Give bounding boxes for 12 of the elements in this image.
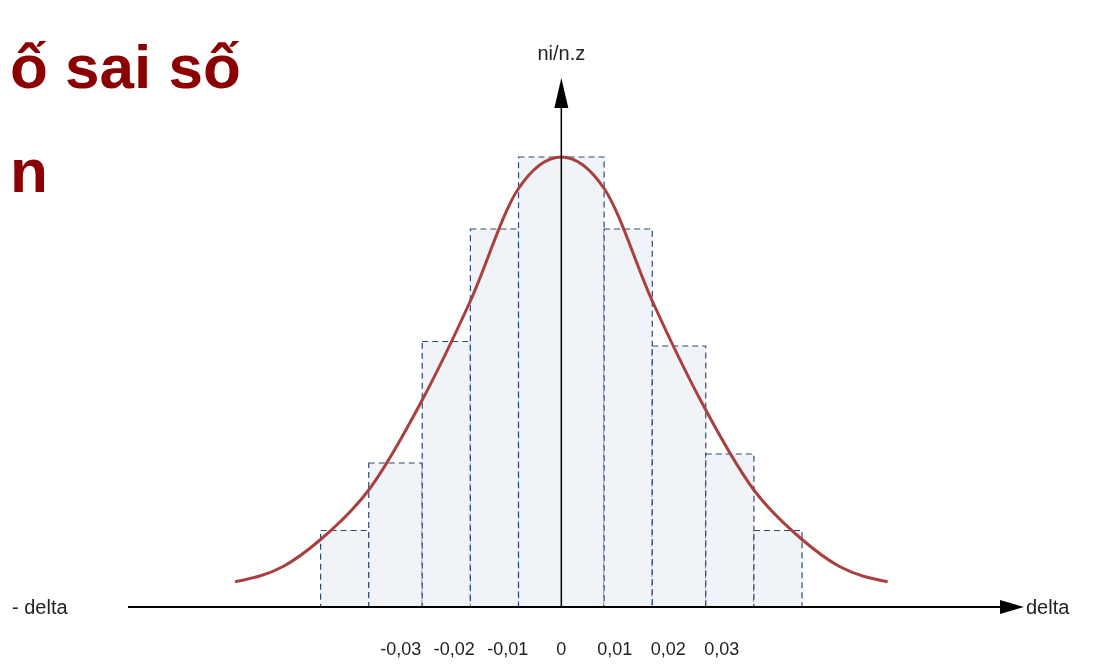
- x-tick-label: 0: [556, 639, 567, 659]
- x-tick-label: -0,02: [433, 639, 475, 659]
- x-tick-label: 0,02: [650, 639, 686, 659]
- chart-title: ố sai số: [10, 32, 241, 101]
- x-tick-label: 0,01: [597, 639, 633, 659]
- x-tick-label: 0,03: [704, 639, 740, 659]
- y-axis-title: ni/n.z: [537, 42, 586, 64]
- x-axis-title: delta: [1026, 596, 1071, 618]
- chart-subtitle: n: [10, 136, 48, 205]
- x-tick-label: -0,03: [380, 639, 422, 659]
- text: - delta: [12, 596, 69, 618]
- x-tick-label: -0,01: [487, 639, 529, 659]
